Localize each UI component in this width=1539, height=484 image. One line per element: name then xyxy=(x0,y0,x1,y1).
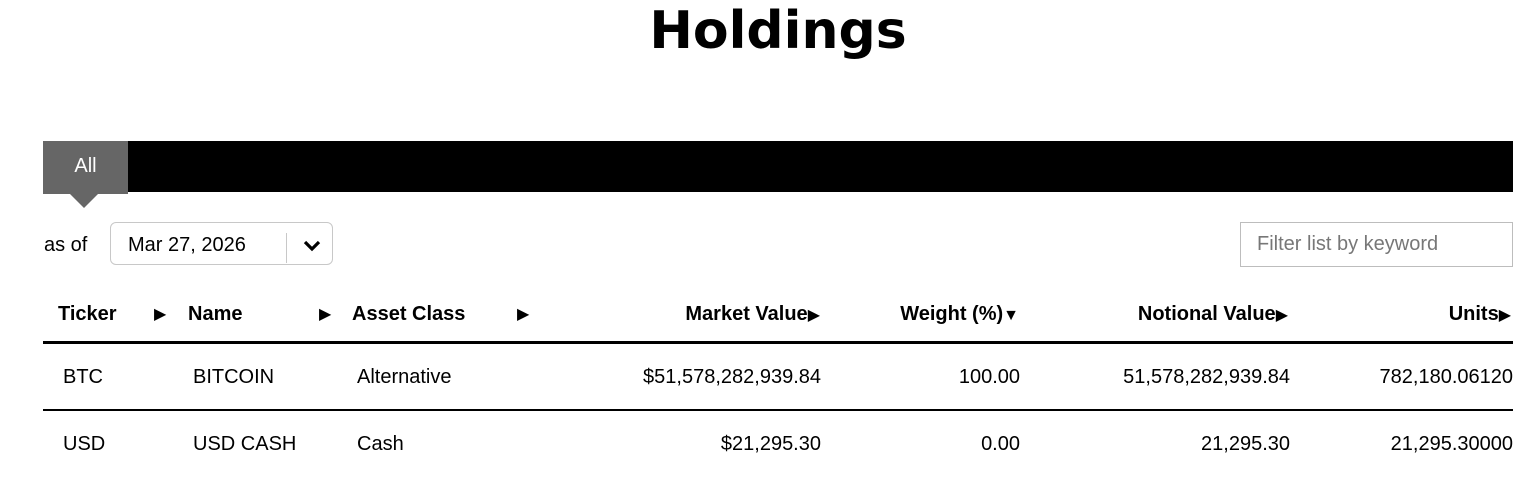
select-divider xyxy=(286,233,287,263)
column-header-units[interactable]: Units▶ xyxy=(1449,300,1511,330)
sort-arrow-icon: ▶ xyxy=(807,307,820,324)
sort-arrow-icon: ▶ xyxy=(1275,307,1288,324)
cell-weight: 0.00 xyxy=(981,433,1020,455)
cell-weight: 100.00 xyxy=(958,366,1020,388)
sort-arrow-icon: ▶ xyxy=(517,306,530,323)
filter-keyword-input[interactable] xyxy=(1240,222,1513,267)
sort-desc-icon: ▼ xyxy=(1003,307,1019,324)
sort-arrow-icon: ▶ xyxy=(154,306,167,323)
column-label: Units xyxy=(1448,303,1499,325)
column-label: Name xyxy=(188,303,243,325)
chevron-down-icon[interactable] xyxy=(301,237,323,255)
table-header: Ticker ▶ Name ▶ Asset Class ▶ Market Val… xyxy=(43,296,1513,344)
column-label: Ticker xyxy=(58,303,117,325)
column-header-ticker[interactable]: Ticker ▶ xyxy=(58,300,166,328)
column-label: Weight (%) xyxy=(900,303,1004,325)
sort-arrow-icon: ▶ xyxy=(319,306,332,323)
column-label: Market Value xyxy=(685,303,808,325)
cell-notional-value: 21,295.30 xyxy=(1201,433,1290,455)
active-tab-pointer xyxy=(70,194,98,208)
column-header-notional-value[interactable]: Notional Value▶ xyxy=(1138,300,1288,330)
cell-asset-class: Alternative xyxy=(357,366,452,388)
date-select[interactable]: Mar 27, 2026 xyxy=(110,222,333,265)
column-header-market-value[interactable]: Market Value▶ xyxy=(685,300,820,330)
date-value: Mar 27, 2026 xyxy=(128,234,246,256)
cell-units: 782,180.06120 xyxy=(1379,366,1513,388)
column-header-name[interactable]: Name ▶ xyxy=(188,300,331,328)
as-of-label: as of xyxy=(44,234,88,256)
tab-bar xyxy=(43,141,1513,192)
cell-units: 21,295.30000 xyxy=(1390,433,1513,455)
cell-name: BITCOIN xyxy=(193,366,275,388)
column-label: Notional Value xyxy=(1137,303,1276,325)
column-header-asset-class[interactable]: Asset Class ▶ xyxy=(352,300,529,328)
column-label: Asset Class xyxy=(352,303,466,325)
table-row: BTC BITCOIN Alternative $51,578,282,939.… xyxy=(43,344,1513,411)
cell-market-value: $51,578,282,939.84 xyxy=(643,366,821,388)
cell-ticker: USD xyxy=(63,433,106,455)
column-header-weight[interactable]: Weight (%)▼ xyxy=(900,300,1019,330)
tab-all[interactable]: All xyxy=(43,141,128,194)
cell-asset-class: Cash xyxy=(357,433,404,455)
cell-ticker: BTC xyxy=(63,366,103,388)
page-title: Holdings xyxy=(649,1,907,61)
sort-arrow-icon: ▶ xyxy=(1498,307,1511,324)
cell-notional-value: 51,578,282,939.84 xyxy=(1123,366,1290,388)
cell-name: USD CASH xyxy=(193,433,297,455)
cell-market-value: $21,295.30 xyxy=(720,433,821,455)
table-row: USD USD CASH Cash $21,295.30 0.00 21,295… xyxy=(43,411,1513,478)
